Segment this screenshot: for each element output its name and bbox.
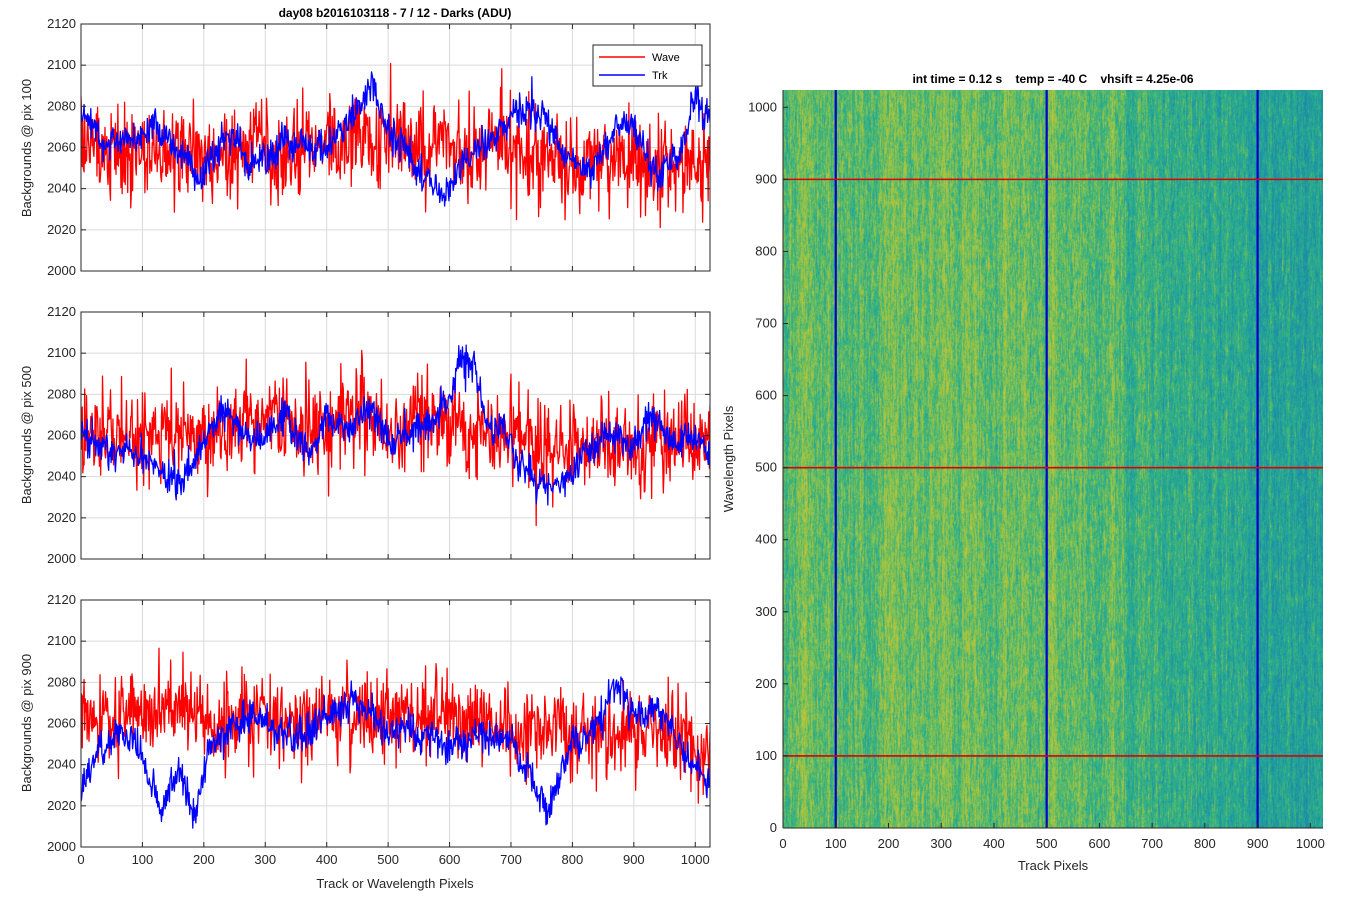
y-tick-label: 2000	[47, 551, 76, 566]
x-tick-label: 400	[316, 852, 338, 867]
x-tick-label: 1000	[681, 852, 710, 867]
legend-label-trk: Trk	[652, 70, 668, 82]
series-line-wave	[81, 647, 710, 804]
heatmap-y-tick-label: 500	[755, 460, 777, 475]
series-line-trk	[81, 676, 710, 829]
y-tick-label: 2020	[47, 222, 76, 237]
heatmap-x-tick-label: 400	[983, 836, 1005, 851]
x-tick-label: 800	[562, 852, 584, 867]
heatmap-ylabel: Wavelength Pixels	[721, 405, 736, 512]
heatmap-title: int time = 0.12 s temp = -40 C vhsift = …	[912, 72, 1193, 86]
y-tick-label: 2060	[47, 140, 76, 155]
ylabel-pix-100: Backgrounds @ pix 100	[19, 79, 34, 217]
heatmap-x-tick-label: 300	[930, 836, 952, 851]
heatmap-x-tick-label: 1000	[1296, 836, 1325, 851]
heatmap-x-tick-label: 600	[1089, 836, 1111, 851]
series-line-trk	[81, 71, 710, 207]
heatmap-y-tick-label: 800	[755, 243, 777, 258]
y-tick-label: 2100	[47, 57, 76, 72]
y-tick-label: 2060	[47, 716, 76, 731]
heatmap-image	[783, 90, 1323, 828]
x-tick-label: 100	[132, 852, 154, 867]
ylabel-pix-500: Backgrounds @ pix 500	[19, 366, 34, 504]
y-tick-label: 2040	[47, 181, 76, 196]
heatmap-y-tick-label: 900	[755, 171, 777, 186]
heatmap-panel: 0 100 200 300 400 500 600 700 800 900 1000 0 100 200 3…	[748, 90, 1325, 851]
y-tick-label: 2060	[47, 428, 76, 443]
y-tick-label: 2000	[47, 263, 76, 278]
xlabel-bottom-left: Track or Wavelength Pixels	[316, 876, 474, 891]
y-tick-label: 2120	[47, 592, 76, 607]
y-tick-label: 2080	[47, 98, 76, 113]
y-tick-label: 2100	[47, 633, 76, 648]
heatmap-y-tick-label: 300	[755, 604, 777, 619]
ylabel-pix-900: Backgrounds @ pix 900	[19, 654, 34, 792]
line-panel-pix-900: 0 100 200 300 400 500 600 700 800 900 1000 2000 2020…	[47, 592, 711, 867]
x-tick-label: 900	[623, 852, 645, 867]
heatmap-x-tick-label: 0	[779, 836, 786, 851]
heatmap-y-tick-label: 100	[755, 748, 777, 763]
heatmap-image-container	[783, 90, 1323, 828]
y-tick-label: 2020	[47, 798, 76, 813]
heatmap-x-tick-label: 100	[825, 836, 847, 851]
heatmap-x-tick-label: 700	[1141, 836, 1163, 851]
y-tick-label: 2040	[47, 469, 76, 484]
y-tick-label: 2080	[47, 386, 76, 401]
line-panel-pix-500: 2000 2020 2040 2060 2080 2100 2120	[47, 304, 711, 566]
series-line-trk	[81, 344, 710, 506]
line-panel-pix-100: 2000 2020 2040 2060 2080 2100 2120	[47, 16, 711, 278]
y-tick-label: 2120	[47, 304, 76, 319]
y-tick-label: 2080	[47, 674, 76, 689]
main-title: day08 b2016103118 - 7 / 12 - Darks (ADU)	[279, 6, 512, 20]
heatmap-xlabel: Track Pixels	[1018, 858, 1089, 873]
y-tick-label: 2120	[47, 16, 76, 31]
x-tick-label: 0	[77, 852, 84, 867]
series-line-wave	[81, 349, 710, 527]
x-tick-label: 600	[439, 852, 461, 867]
y-tick-label: 2040	[47, 757, 76, 772]
heatmap-x-tick-label: 200	[878, 836, 900, 851]
heatmap-y-tick-label: 600	[755, 388, 777, 403]
heatmap-x-tick-label: 900	[1247, 836, 1269, 851]
x-tick-label: 500	[377, 852, 399, 867]
legend-label-wave: Wave	[652, 52, 680, 64]
heatmap-x-tick-label: 800	[1194, 836, 1216, 851]
x-tick-label: 300	[254, 852, 276, 867]
y-tick-label: 2100	[47, 345, 76, 360]
heatmap-x-tick-label: 500	[1036, 836, 1058, 851]
heatmap-y-tick-label: 200	[755, 676, 777, 691]
heatmap-y-tick-label: 700	[755, 316, 777, 331]
legend-box	[592, 44, 703, 87]
heatmap-y-tick-label: 400	[755, 532, 777, 547]
heatmap-y-tick-label: 1000	[748, 99, 777, 114]
heatmap-y-tick-label: 0	[770, 820, 777, 835]
y-tick-label: 2000	[47, 839, 76, 854]
x-tick-label: 200	[193, 852, 215, 867]
y-tick-label: 2020	[47, 510, 76, 525]
x-tick-label: 700	[500, 852, 522, 867]
